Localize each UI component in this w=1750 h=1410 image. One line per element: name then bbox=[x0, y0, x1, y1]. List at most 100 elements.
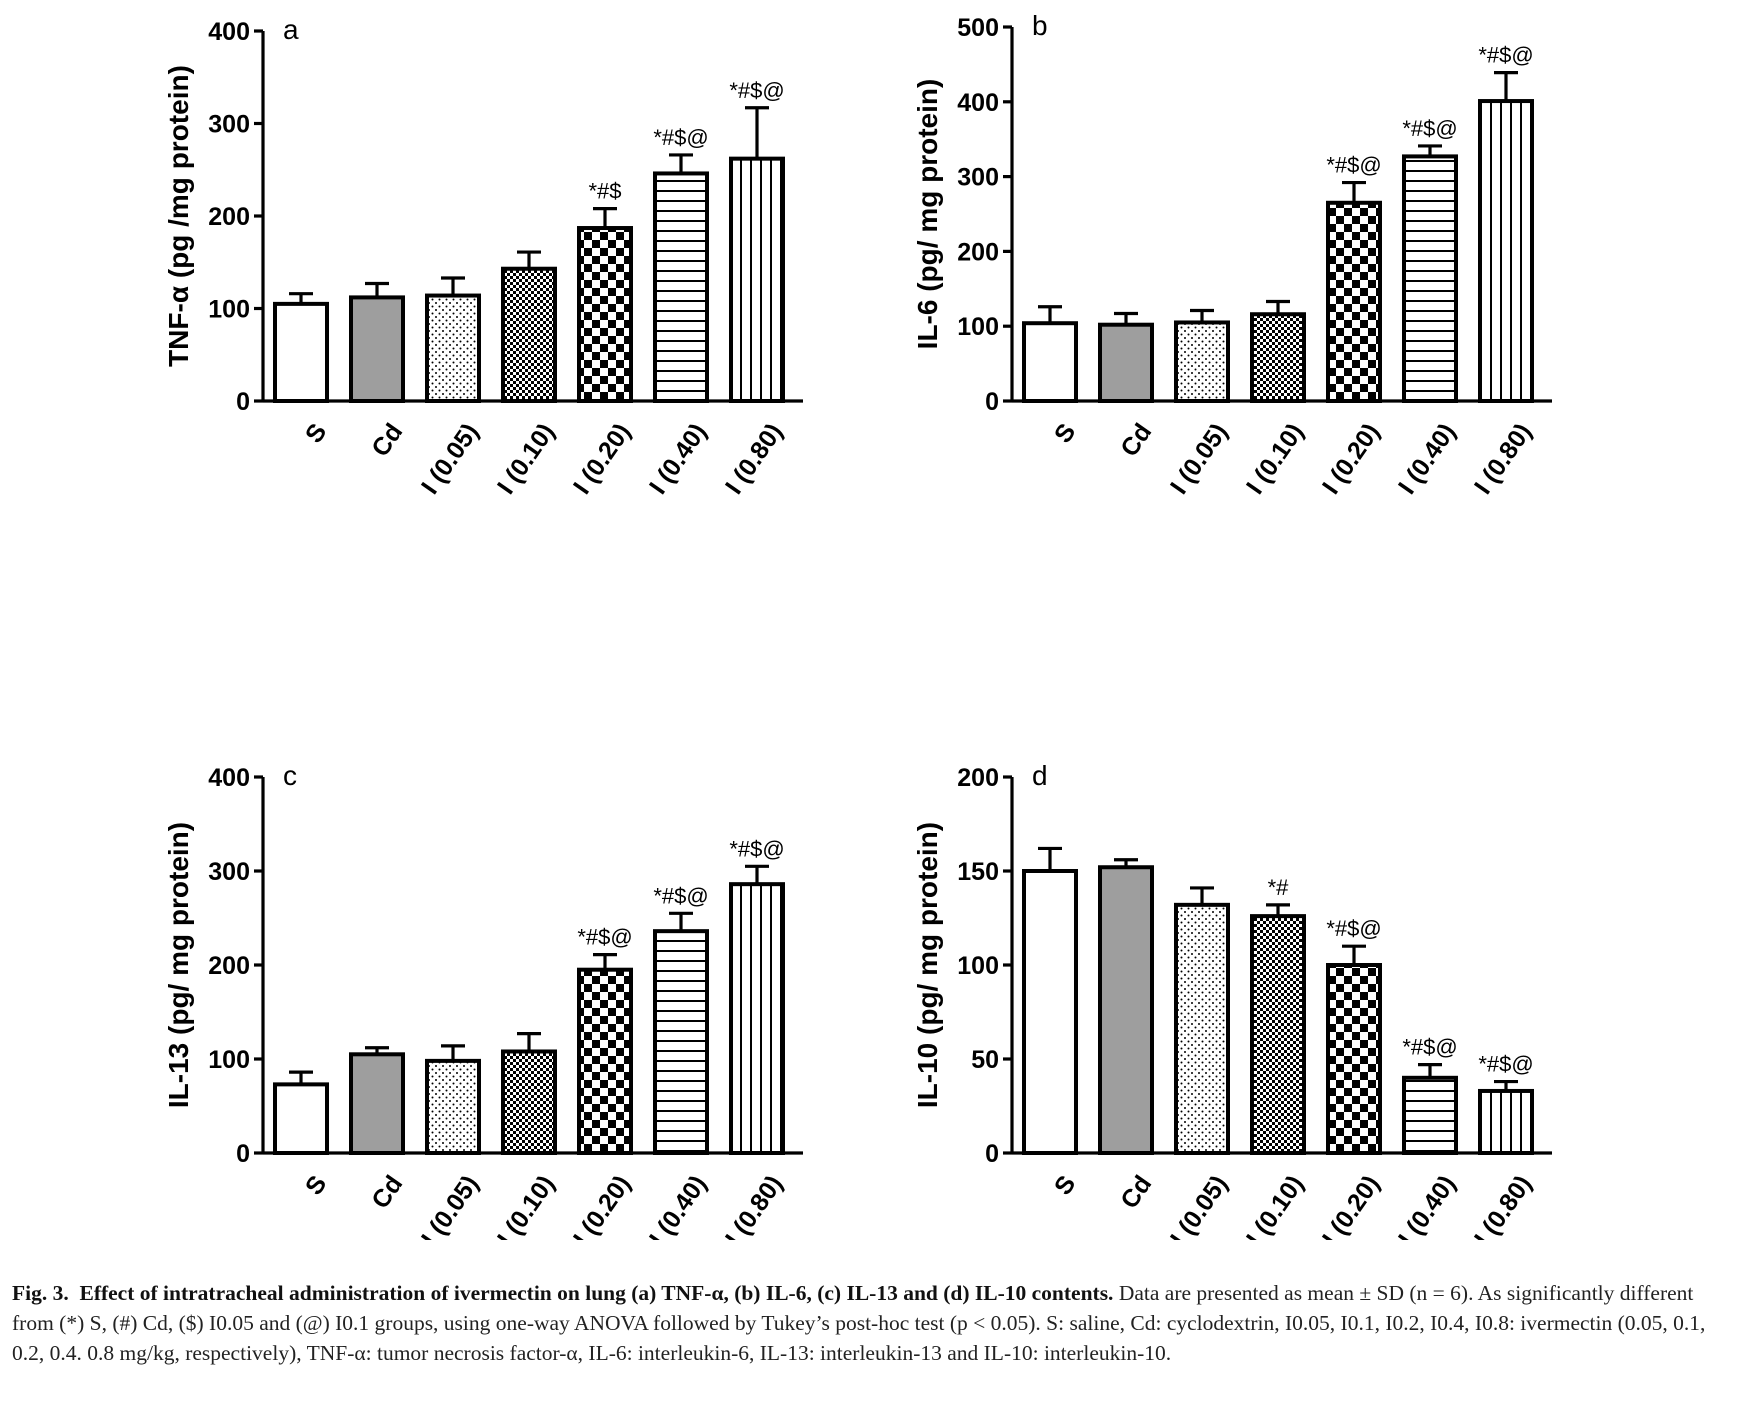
significance-label: *#$@ bbox=[729, 836, 784, 861]
panel-letter: c bbox=[283, 760, 297, 791]
x-tick-label: I (0.40) bbox=[1393, 418, 1461, 499]
x-tick-label: Cd bbox=[366, 418, 408, 461]
y-tick-label: 200 bbox=[957, 764, 999, 792]
y-tick-label: 400 bbox=[957, 89, 999, 117]
significance-label: *# bbox=[1268, 875, 1290, 900]
x-tick-label: I (0.20) bbox=[1317, 418, 1385, 499]
significance-label: *#$ bbox=[588, 179, 621, 204]
bar-s bbox=[273, 301, 329, 403]
bar-i-0-05 bbox=[1174, 320, 1230, 403]
x-tick-label: Cd bbox=[366, 1170, 408, 1213]
bar-cd bbox=[1098, 322, 1154, 404]
x-tick-label: I (0.05) bbox=[416, 1170, 484, 1240]
bar-i-0-80 bbox=[1478, 99, 1534, 403]
caption-text: Data are presented as mean ± SD (n = 6).… bbox=[12, 1281, 1706, 1365]
caption-title: Effect of intratracheal administration o… bbox=[79, 1281, 1114, 1305]
bar-i-0-05 bbox=[1174, 902, 1230, 1156]
significance-label: *#$@ bbox=[1478, 1052, 1533, 1077]
x-tick-label: S bbox=[300, 1170, 333, 1200]
bar-s bbox=[1022, 321, 1078, 404]
bar-cd bbox=[349, 295, 405, 403]
bar-i-0-20 bbox=[577, 967, 633, 1156]
bar-i-0-40 bbox=[653, 929, 709, 1155]
x-tick-label: I (0.80) bbox=[720, 418, 788, 499]
bar-i-0-05 bbox=[425, 293, 481, 403]
bar-cd bbox=[1098, 865, 1154, 1155]
bar-i-0-40 bbox=[653, 171, 709, 403]
significance-label: *#$@ bbox=[1402, 1035, 1457, 1060]
y-tick-label: 0 bbox=[985, 1140, 999, 1168]
x-tick-label: I (0.40) bbox=[644, 1170, 712, 1240]
y-tick-label: 300 bbox=[957, 164, 999, 192]
bar-i-0-10 bbox=[1250, 914, 1306, 1155]
y-tick-label: 0 bbox=[985, 388, 999, 416]
x-tick-label: S bbox=[1049, 418, 1082, 448]
significance-label: *#$@ bbox=[1326, 916, 1381, 941]
x-tick-label: I (0.40) bbox=[1393, 1170, 1461, 1240]
figure-caption: Fig. 3. Effect of intratracheal administ… bbox=[12, 1278, 1740, 1368]
y-tick-label: 100 bbox=[208, 296, 250, 324]
x-tick-label: S bbox=[300, 418, 333, 448]
y-tick-label: 100 bbox=[957, 952, 999, 980]
y-tick-label: 400 bbox=[208, 764, 250, 792]
significance-label: *#$@ bbox=[729, 78, 784, 103]
x-tick-label: I (0.20) bbox=[568, 1170, 636, 1240]
y-tick-label: 200 bbox=[208, 203, 250, 231]
y-tick-label: 300 bbox=[208, 858, 250, 886]
significance-label: *#$@ bbox=[653, 125, 708, 150]
y-tick-label: 150 bbox=[957, 858, 999, 886]
x-tick-label: I (0.80) bbox=[720, 1170, 788, 1240]
significance-label: *#$@ bbox=[1402, 116, 1457, 141]
x-tick-label: I (0.80) bbox=[1469, 1170, 1537, 1240]
bar-s bbox=[273, 1082, 329, 1156]
x-tick-label: I (0.10) bbox=[1241, 1170, 1309, 1240]
y-axis-label: IL-13 (pg/ mg protein) bbox=[163, 822, 194, 1108]
bar-i-0-20 bbox=[1326, 963, 1382, 1155]
y-tick-label: 100 bbox=[208, 1046, 250, 1074]
significance-label: *#$@ bbox=[1478, 43, 1533, 68]
bar-i-0-10 bbox=[501, 1049, 557, 1155]
x-tick-label: I (0.40) bbox=[644, 418, 712, 499]
panel-letter: b bbox=[1032, 10, 1048, 41]
x-tick-label: I (0.10) bbox=[492, 418, 560, 499]
y-tick-label: 0 bbox=[236, 388, 250, 416]
x-tick-label: I (0.05) bbox=[416, 418, 484, 499]
bar-i-0-80 bbox=[729, 156, 785, 403]
y-tick-label: 400 bbox=[208, 18, 250, 46]
x-tick-label: I (0.10) bbox=[492, 1170, 560, 1240]
y-tick-label: 200 bbox=[208, 952, 250, 980]
bar-i-0-10 bbox=[1250, 312, 1306, 403]
bar-i-0-05 bbox=[425, 1058, 481, 1156]
bar-i-0-20 bbox=[1326, 200, 1382, 403]
x-tick-label: S bbox=[1049, 1170, 1082, 1200]
panel-b-chart: 0 100 200 300 400 500 IL-6 (pg/ mg protein) b S C… bbox=[912, 10, 1552, 499]
x-tick-label: I (0.05) bbox=[1165, 1170, 1233, 1240]
x-tick-label: Cd bbox=[1115, 418, 1157, 461]
significance-label: *#$@ bbox=[1326, 153, 1381, 178]
panel-letter: a bbox=[283, 14, 299, 45]
significance-label: *#$@ bbox=[577, 925, 632, 950]
x-tick-label: I (0.20) bbox=[1317, 1170, 1385, 1240]
y-tick-label: 50 bbox=[971, 1046, 999, 1074]
bar-i-0-40 bbox=[1402, 154, 1458, 403]
y-axis-label: TNF-α (pg /mg protein) bbox=[163, 65, 194, 367]
bar-i-0-40 bbox=[1402, 1075, 1458, 1156]
x-tick-label: I (0.20) bbox=[568, 418, 636, 499]
y-tick-label: 100 bbox=[957, 313, 999, 341]
y-tick-label: 0 bbox=[236, 1140, 250, 1168]
bar-s bbox=[1022, 869, 1078, 1155]
y-tick-label: 200 bbox=[957, 238, 999, 266]
bar-i-0-20 bbox=[577, 226, 633, 403]
x-tick-label: I (0.80) bbox=[1469, 418, 1537, 499]
y-tick-label: 300 bbox=[208, 111, 250, 139]
panel-letter: d bbox=[1032, 760, 1048, 791]
significance-label: *#$@ bbox=[653, 883, 708, 908]
bar-i-0-80 bbox=[1478, 1088, 1534, 1155]
bar-i-0-10 bbox=[501, 266, 557, 403]
y-axis-label: IL-6 (pg/ mg protein) bbox=[912, 79, 943, 350]
y-axis-label: IL-10 (pg/ mg protein) bbox=[912, 822, 943, 1108]
